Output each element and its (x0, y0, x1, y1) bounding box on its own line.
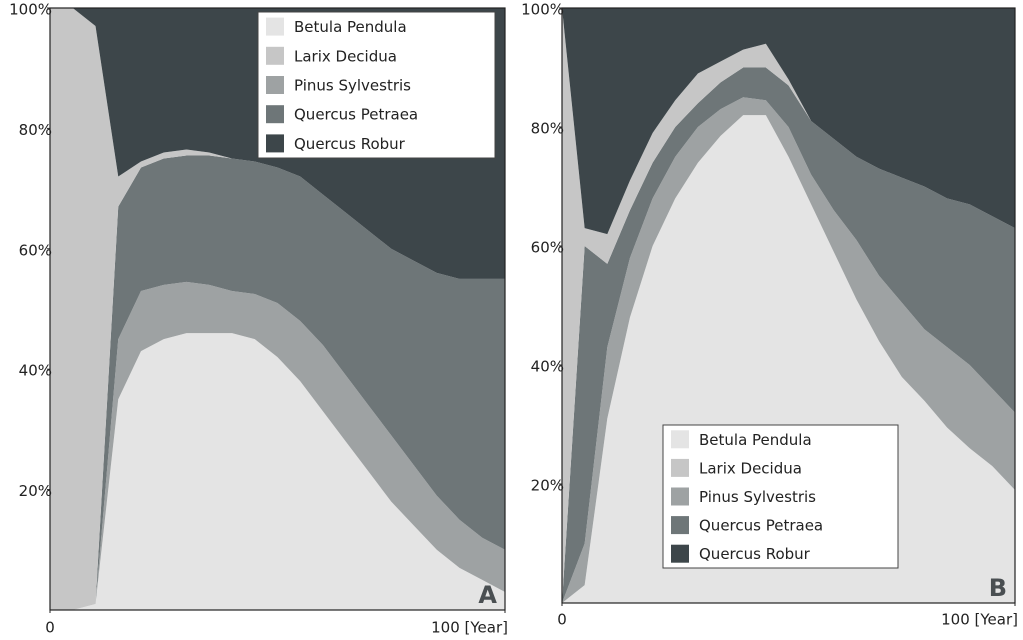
legend-swatch (266, 17, 284, 36)
legend-label: Betula Pendula (294, 18, 407, 36)
y-tick-label: 20% (531, 477, 564, 495)
legend-box (662, 424, 899, 569)
legend-label: Larix Decidua (699, 459, 802, 477)
area (562, 67, 1015, 603)
y-tick-label: 100% (521, 1, 564, 19)
legend-label: Pinus Sylvestris (294, 77, 411, 95)
area (50, 8, 505, 610)
legend-label: Larix Decidua (294, 47, 397, 65)
legend-swatch (266, 46, 284, 65)
legend-swatch (671, 544, 689, 563)
x-tick-label: 100 [Year] (941, 611, 1018, 629)
area (562, 97, 1015, 603)
legend-swatch (671, 516, 689, 535)
legend-swatch (671, 430, 689, 449)
y-tick-label: 60% (531, 239, 564, 257)
legend-label: Quercus Petraea (699, 517, 823, 535)
area (562, 8, 1015, 235)
y-tick-label: 40% (531, 358, 564, 376)
y-tick-label: 60% (19, 241, 52, 259)
area (50, 281, 505, 610)
y-tick-label: 80% (531, 120, 564, 138)
x-tick-label: 0 (45, 619, 55, 637)
area (50, 333, 505, 610)
legend-label: Betula Pendula (699, 431, 812, 449)
legend-label: Quercus Robur (699, 545, 811, 563)
y-tick-label: 100% (9, 1, 52, 19)
legend-box (257, 11, 496, 159)
legend-label: Quercus Robur (294, 135, 406, 153)
y-tick-label: 40% (19, 362, 52, 380)
legend-label: Pinus Sylvestris (699, 488, 816, 506)
panel-label: A (478, 581, 497, 609)
legend-swatch (266, 134, 284, 153)
legend-swatch (671, 487, 689, 506)
legend-swatch (266, 76, 284, 94)
panel-label: B (989, 574, 1007, 602)
legend-swatch (266, 105, 284, 124)
plot-frame (49, 7, 506, 611)
legend-swatch (671, 458, 689, 477)
legend: Betula Pendula Larix Decidua Pinus Sylvest… (257, 11, 496, 159)
plot-frame (561, 7, 1016, 604)
y-tick-label: 80% (19, 121, 52, 139)
legend-label: Quercus Petraea (294, 106, 418, 124)
area (50, 155, 505, 611)
x-tick-label: 0 (557, 611, 567, 629)
x-tick-label: 100 [Year] (431, 619, 508, 637)
legend: Betula Pendula Larix Decidua Pinus Sylvest… (662, 424, 899, 569)
y-tick-label: 20% (19, 482, 52, 500)
